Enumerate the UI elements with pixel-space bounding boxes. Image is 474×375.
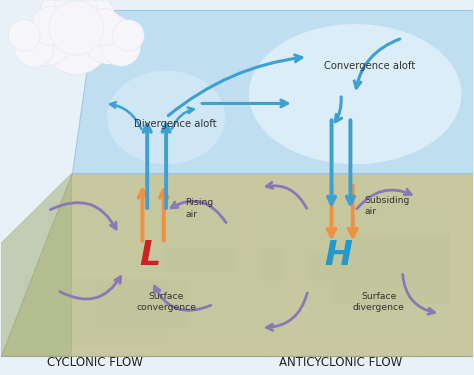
Ellipse shape [107,71,225,164]
Circle shape [39,0,89,40]
Polygon shape [308,253,450,337]
Text: ANTICYCLONIC FLOW: ANTICYCLONIC FLOW [279,356,402,369]
Circle shape [55,0,96,27]
Text: H: H [325,239,353,272]
Polygon shape [95,281,190,328]
Text: Divergence aloft: Divergence aloft [134,120,217,129]
Circle shape [101,27,141,66]
Polygon shape [48,201,237,272]
Ellipse shape [249,24,462,164]
Circle shape [21,15,73,66]
Circle shape [67,0,115,41]
Text: Convergence aloft: Convergence aloft [324,61,415,71]
Polygon shape [72,10,474,174]
Polygon shape [0,174,72,356]
Circle shape [44,11,109,75]
Text: Surface
divergence: Surface divergence [353,292,405,312]
Text: L: L [139,239,160,272]
Circle shape [14,28,54,67]
Polygon shape [24,276,166,346]
Circle shape [83,13,134,64]
Text: Surface
convergence: Surface convergence [136,292,196,312]
Polygon shape [331,234,450,304]
Text: CYCLONIC FLOW: CYCLONIC FLOW [47,356,143,369]
Circle shape [85,8,122,46]
Text: Subsiding
air: Subsiding air [365,196,410,216]
Polygon shape [261,197,450,281]
Polygon shape [166,248,284,342]
Text: Rising
air: Rising air [185,198,213,219]
Circle shape [49,1,104,55]
Polygon shape [0,174,474,356]
Circle shape [32,6,72,45]
Circle shape [112,20,144,51]
Circle shape [9,20,40,51]
